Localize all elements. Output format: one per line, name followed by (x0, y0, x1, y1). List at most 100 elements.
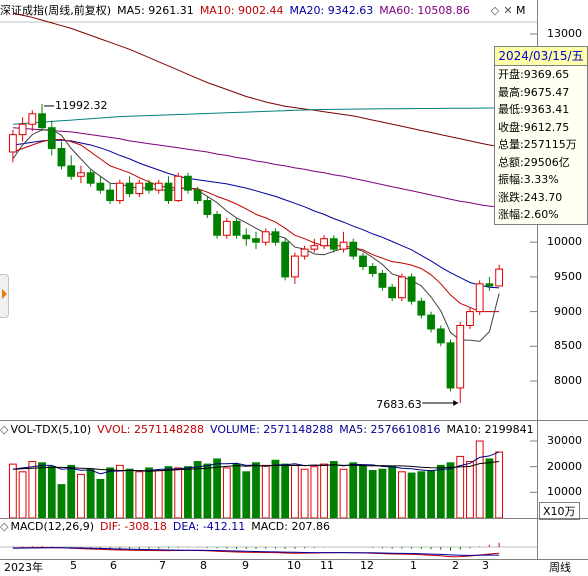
price-tick-label: 9000 (554, 304, 582, 318)
close-icon[interactable]: ✕ (503, 4, 513, 17)
dea-legend: DEA: -412.11 (172, 520, 246, 533)
volume-bar (242, 471, 251, 518)
volume-legend: VOLUME: 2571148288 (210, 423, 334, 436)
volume-bar (164, 466, 173, 518)
price-tick-label: 8000 (554, 374, 582, 387)
time-tick-label: 3 (482, 559, 489, 572)
vol-ma10-legend: MA10: 2199841 (446, 423, 534, 436)
candle-body (475, 283, 484, 313)
volume-bar (475, 440, 484, 518)
candle-body (329, 238, 338, 250)
info-row: 最低:9363.41 (498, 103, 570, 116)
macd-header: ◇ MACD(12,26,9) DIF: -308.18 DEA: -412.11 MA… (0, 518, 537, 535)
volume-bar (417, 471, 426, 518)
info-row: 开盘:9369.65 (498, 68, 570, 81)
candle-body (252, 238, 260, 243)
more-indicator[interactable]: M (516, 4, 526, 17)
volume-bar (145, 467, 153, 518)
info-label: 涨幅 (498, 208, 520, 221)
time-tick-label: 11 (320, 559, 334, 572)
candle-body (8, 134, 17, 153)
volume-bar (329, 461, 338, 518)
diamond-icon[interactable]: ◇ (490, 4, 500, 17)
volume-bar (397, 471, 406, 518)
info-date: 2024/03/15/五 (495, 47, 587, 66)
vol-ma10-line (12, 461, 500, 472)
volume-bar (339, 468, 348, 518)
tool-icon[interactable]: ◇ (0, 520, 9, 533)
ma60-legend: MA60: 10508.86 (379, 4, 470, 17)
info-label: 开盘 (498, 68, 520, 81)
volume-header: ◇ VOL-TDX(5,10) VVOL: 2571148288 VOLUME: 25… (0, 421, 588, 439)
dif-line (12, 546, 500, 558)
low-arrow-head (453, 399, 459, 406)
volume-bar (57, 484, 66, 518)
volume-indicator-name[interactable]: VOL-TDX(5,10) (10, 423, 92, 436)
candle-body (164, 182, 173, 202)
volume-bar (184, 466, 192, 518)
chart-title[interactable]: 深证成指(周线,前复权) (0, 4, 112, 17)
candle-body (310, 245, 319, 250)
vvol-legend: VVOL: 2571148288 (97, 423, 204, 436)
macd-indicator-name[interactable]: MACD(12,26,9) (10, 520, 95, 533)
candle-body (115, 182, 124, 202)
candle-body (349, 241, 358, 257)
volume-bar (436, 464, 445, 518)
volume-bar (67, 464, 76, 518)
macd-axis-border (537, 518, 538, 560)
volume-axis-border (537, 420, 538, 518)
volume-bar (77, 473, 85, 518)
candle-body (222, 220, 231, 236)
dea-line (12, 547, 500, 556)
candle-body (436, 328, 445, 344)
ma10-line (12, 139, 500, 313)
candle-body (57, 148, 66, 167)
macd-legend: MACD: 207.86 (251, 520, 330, 533)
price-chart[interactable] (0, 0, 537, 420)
volume-bar (18, 471, 27, 518)
candle-body (456, 324, 465, 389)
candle-body (106, 189, 115, 202)
candle-body (77, 172, 85, 177)
volume-bar (222, 467, 231, 518)
time-tick-label: 6 (110, 559, 117, 572)
volume-chart[interactable] (0, 438, 537, 518)
candle-body (281, 241, 290, 278)
volume-bar (28, 461, 37, 518)
info-value: 29506亿 (523, 155, 570, 169)
info-value: 9363.41 (523, 103, 570, 116)
price-tick-label: 10000 (547, 235, 582, 249)
volume-bar (154, 470, 163, 518)
period-label[interactable]: 周线 (549, 561, 571, 574)
info-label: 最低 (498, 103, 520, 116)
volume-tick-label: 30000 (547, 434, 582, 447)
info-value: 9369.65 (523, 68, 570, 81)
volume-bar (427, 470, 435, 518)
tool-icon[interactable]: ◇ (0, 423, 9, 436)
volume-bar (281, 463, 290, 518)
candle-body (203, 200, 212, 215)
info-label: 收盘 (498, 120, 520, 134)
volume-bar (203, 463, 212, 518)
volume-bar (232, 463, 241, 518)
ma20-legend: MA20: 9342.63 (289, 4, 374, 17)
macd-chart[interactable] (0, 535, 537, 559)
candle-body (271, 231, 280, 243)
ma20-line (12, 139, 500, 289)
volume-bar (213, 458, 222, 518)
candle-body (135, 182, 144, 195)
time-tick-label: 2023年 (4, 561, 43, 574)
time-tick-label: 1 (410, 559, 417, 572)
long-ma-line-a (12, 12, 500, 147)
info-value: 2.60% (523, 208, 559, 221)
candle-body (466, 311, 474, 326)
candle-body (193, 189, 202, 202)
volume-tick-label: 20000 (547, 459, 582, 473)
info-label: 最高 (498, 85, 520, 99)
ma5-line (12, 129, 500, 342)
candle-body (184, 175, 192, 191)
panel-divider (0, 518, 588, 519)
info-label: 总额 (498, 155, 520, 169)
volume-bar (252, 462, 260, 518)
candle-body (47, 127, 56, 150)
